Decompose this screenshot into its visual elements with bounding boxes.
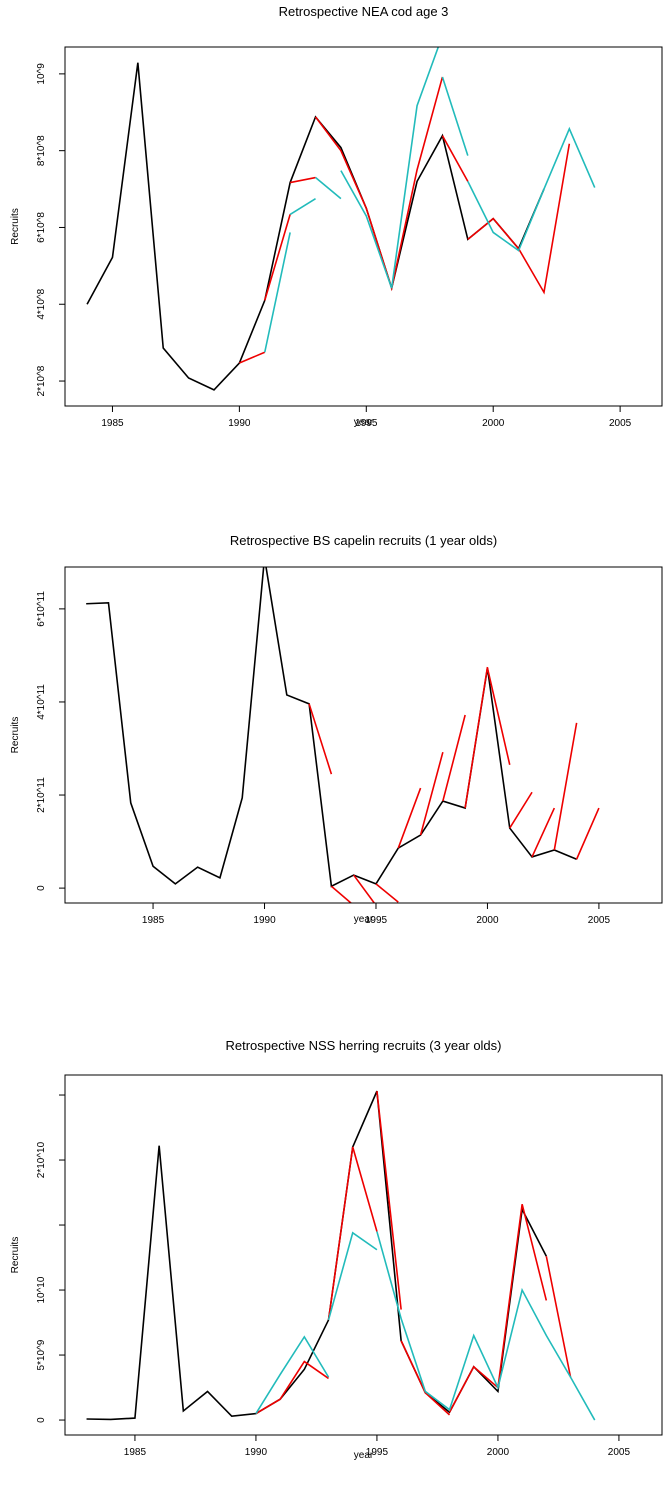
chart-title: Retrospective NSS herring recruits (3 ye…: [226, 1038, 502, 1053]
series-line: [239, 76, 571, 364]
x-tick-label: 2000: [482, 418, 505, 429]
y-axis-label: Recruits: [10, 1237, 21, 1274]
y-tick-label: 2*10^11: [36, 777, 47, 813]
series-line: [263, 47, 596, 353]
y-tick-label: 2*10^10: [36, 1141, 47, 1178]
x-tick-label: 1985: [124, 1447, 147, 1458]
x-tick-label: 2005: [588, 915, 611, 926]
x-axis-label: year: [354, 417, 374, 428]
x-tick-label: 1990: [253, 915, 276, 926]
x-tick-label: 1985: [101, 418, 124, 429]
chart-title: Retrospective BS capelin recruits (1 yea…: [230, 533, 497, 548]
x-tick-label: 1995: [355, 418, 378, 429]
y-tick-label: 0: [36, 885, 47, 891]
y-tick-label: 0: [36, 1417, 47, 1423]
y-tick-label: 6*10^8: [36, 212, 47, 243]
y-tick-label: 10^9: [36, 63, 47, 85]
x-tick-label: 1990: [245, 1447, 268, 1458]
y-tick-label: 4*10^8: [36, 288, 47, 319]
x-tick-label: 1990: [228, 418, 251, 429]
x-tick-label: 2005: [609, 418, 632, 429]
y-axis-label: Recruits: [10, 208, 21, 245]
panel: Retrospective NEA cod age 3 year Recruits 1…: [10, 4, 663, 429]
series-line: [308, 666, 600, 903]
y-tick-label: 10^10: [36, 1276, 47, 1303]
x-tick-label: 1985: [142, 915, 165, 926]
x-tick-label: 2000: [476, 915, 499, 926]
series-line: [86, 567, 577, 888]
series-line: [255, 1091, 572, 1416]
series-line: [255, 1231, 596, 1421]
plot-frame: [64, 46, 663, 407]
plot-frame: [64, 566, 663, 904]
y-tick-label: 6*10^11: [36, 591, 47, 627]
x-tick-label: 2005: [608, 1447, 631, 1458]
y-tick-label: 5*10^9: [36, 1339, 47, 1370]
series-line: [86, 62, 545, 391]
panel: Retrospective BS capelin recruits (1 yea…: [10, 533, 663, 926]
y-tick-label: 4*10^11: [36, 684, 47, 720]
x-tick-label: 1995: [365, 915, 388, 926]
x-axis-label: year: [354, 914, 374, 925]
y-tick-label: 8*10^8: [36, 135, 47, 166]
y-axis-label: Recruits: [10, 717, 21, 754]
panel: Retrospective NSS herring recruits (3 ye…: [10, 1038, 663, 1461]
x-axis-label: year: [354, 1450, 374, 1461]
x-tick-label: 1995: [366, 1447, 389, 1458]
chart-title: Retrospective NEA cod age 3: [279, 4, 449, 19]
plot-frame: [64, 1074, 663, 1436]
x-tick-label: 2000: [487, 1447, 510, 1458]
y-tick-label: 2*10^8: [36, 365, 47, 396]
